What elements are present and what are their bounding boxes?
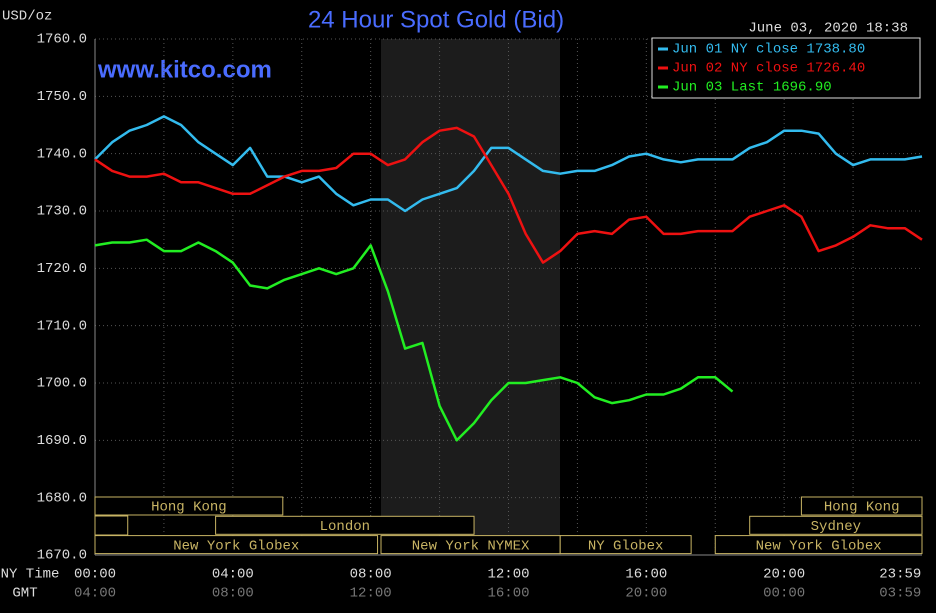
session-label: New York NYMEX (412, 538, 530, 554)
session-label: London (320, 519, 370, 535)
session-label: Hong Kong (824, 500, 900, 516)
series-line (94, 126, 923, 264)
session-label: Hong Kong (151, 500, 227, 516)
session-box (94, 496, 284, 516)
x-tick-label: 23:59 (879, 567, 921, 583)
y-tick-label: 1760.0 (37, 32, 87, 48)
x-tick-label: 16:00 (625, 567, 667, 583)
session-label: New York Globex (756, 538, 882, 554)
gmt-tick-label: 12:00 (350, 586, 392, 602)
y-axis-label: USD/oz (2, 9, 52, 25)
session-label: Sydney (811, 519, 861, 535)
y-tick-label: 1670.0 (37, 548, 87, 564)
y-tick-label: 1680.0 (37, 490, 87, 506)
gmt-tick-label: 04:00 (74, 586, 116, 602)
y-tick-label: 1700.0 (37, 376, 87, 392)
session-box (749, 515, 923, 535)
x-tick-label: 08:00 (350, 567, 392, 583)
x-tick-label: 20:00 (763, 567, 805, 583)
session-box (714, 535, 923, 555)
session-label: NY Globex (588, 538, 664, 554)
chart-title: 24 Hour Spot Gold (Bid) (308, 6, 564, 33)
x-tick-label: 00:00 (74, 567, 116, 583)
gmt-tick-label: 20:00 (625, 586, 667, 602)
y-tick-label: 1730.0 (37, 204, 87, 220)
session-box (559, 535, 692, 555)
gmt-tick-label: 00:00 (763, 586, 805, 602)
session-box (215, 515, 475, 535)
y-tick-label: 1750.0 (37, 89, 87, 105)
gmt-tick-label: 16:00 (487, 586, 529, 602)
y-tick-label: 1710.0 (37, 318, 87, 334)
legend-box (651, 37, 921, 99)
x-row-label: NY Time (1, 567, 60, 583)
y-tick-label: 1690.0 (37, 433, 87, 449)
x-tick-label: 04:00 (212, 567, 254, 583)
session-label: New York Globex (173, 538, 299, 554)
series-line (94, 238, 734, 442)
x-tick-label: 12:00 (487, 567, 529, 583)
legend-label: Jun 03 Last 1696.90 (672, 80, 832, 96)
x-row-label: GMT (12, 586, 37, 602)
session-box (800, 496, 923, 516)
y-tick-label: 1740.0 (37, 146, 87, 162)
nymex-shade (381, 39, 560, 555)
gmt-tick-label: 03:59 (879, 586, 921, 602)
legend-label: Jun 02 NY close 1726.40 (672, 61, 865, 77)
series-line (94, 115, 923, 213)
timestamp: June 03, 2020 18:38 (748, 21, 908, 37)
session-box (94, 515, 129, 536)
session-box (94, 535, 379, 555)
gmt-tick-label: 08:00 (212, 586, 254, 602)
legend-label: Jun 01 NY close 1738.80 (672, 42, 865, 58)
watermark: www.kitco.com (97, 56, 272, 83)
y-tick-label: 1720.0 (37, 261, 87, 277)
